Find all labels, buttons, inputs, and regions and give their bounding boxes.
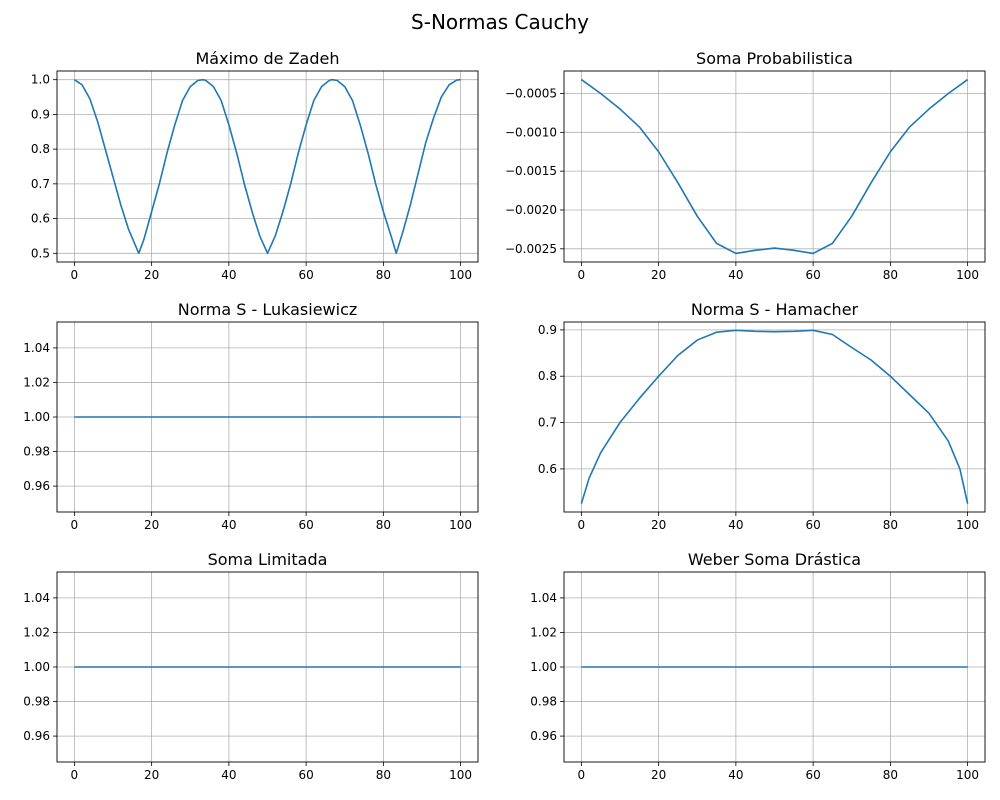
x-tick-label: 60 — [805, 768, 820, 782]
x-tick-label: 20 — [144, 268, 159, 282]
y-tick-label: 0.6 — [31, 212, 50, 226]
x-tick-label: 0 — [71, 768, 79, 782]
series-line-1 — [73, 78, 461, 255]
y-tick-label: 0.8 — [538, 369, 557, 383]
x-tick-label: 20 — [651, 518, 666, 532]
x-tick-label: 40 — [728, 268, 743, 282]
y-tick-label: 1.04 — [23, 341, 50, 355]
x-tick-label: 0 — [71, 518, 79, 532]
y-tick-label: 0.98 — [530, 695, 557, 709]
x-tick-label: 20 — [651, 768, 666, 782]
y-tick-label: 0.98 — [23, 445, 50, 459]
x-tick-label: 100 — [956, 518, 979, 532]
axes-frame — [563, 70, 986, 263]
x-tick-label: 100 — [449, 768, 472, 782]
x-tick-label: 60 — [298, 768, 313, 782]
x-tick-label: 20 — [144, 518, 159, 532]
x-tick-label: 60 — [805, 518, 820, 532]
y-tick-label: 0.96 — [23, 479, 50, 493]
y-tick-label: 1.02 — [23, 625, 50, 639]
y-tick-label: −0.0015 — [505, 164, 557, 178]
y-tick-label: 0.6 — [538, 462, 557, 476]
subplot-title: Weber Soma Drástica — [688, 550, 861, 569]
x-tick-label: 80 — [883, 268, 898, 282]
subplot-6: 0 20 40 60 80 100 0.96 0.98 1.00 1.02 1.04 Weber So… — [530, 550, 986, 782]
x-tick-label: 80 — [376, 768, 391, 782]
y-tick-label: −0.0010 — [505, 125, 557, 139]
x-tick-label: 40 — [221, 518, 236, 532]
x-tick-label: 100 — [956, 768, 979, 782]
y-tick-label: 0.96 — [23, 729, 50, 743]
x-tick-label: 0 — [578, 268, 586, 282]
series-line-1 — [580, 329, 969, 504]
subplot-4: 0 20 40 60 80 100 0.6 0.7 0.8 0.9 Norma S - Hamach… — [538, 300, 986, 532]
subplot-5: 0 20 40 60 80 100 0.96 0.98 1.00 1.02 1.04 Soma Lim… — [23, 550, 479, 782]
y-tick-label: 1.00 — [530, 660, 557, 674]
axes-frame — [563, 321, 986, 513]
y-tick-label: 0.7 — [538, 416, 557, 430]
x-tick-label: 100 — [449, 268, 472, 282]
y-tick-label: 0.9 — [31, 107, 50, 121]
subplot-title: Norma S - Lukasiewicz — [178, 300, 358, 319]
x-tick-label: 20 — [651, 268, 666, 282]
x-tick-label: 60 — [298, 268, 313, 282]
subplot-3: 0 20 40 60 80 100 0.96 0.98 1.00 1.02 1.04 Norma S … — [23, 300, 479, 532]
y-tick-label: 1.02 — [530, 625, 557, 639]
y-tick-label: 1.00 — [23, 410, 50, 424]
y-tick-label: 0.7 — [31, 177, 50, 191]
y-tick-label: −0.0020 — [505, 203, 557, 217]
subplot-title: Norma S - Hamacher — [691, 300, 859, 319]
series-line-1 — [580, 78, 969, 255]
y-tick-label: −0.0025 — [505, 242, 557, 256]
y-tick-label: 0.96 — [530, 729, 557, 743]
x-tick-label: 0 — [578, 518, 586, 532]
x-tick-label: 0 — [71, 268, 79, 282]
x-tick-label: 80 — [883, 768, 898, 782]
y-tick-label: 1.00 — [23, 660, 50, 674]
subplot-title: Soma Limitada — [208, 550, 328, 569]
axes-frame — [56, 70, 479, 263]
x-tick-label: 100 — [956, 268, 979, 282]
x-tick-label: 40 — [728, 768, 743, 782]
subplot-title: Máximo de Zadeh — [196, 49, 340, 68]
x-tick-label: 100 — [449, 518, 472, 532]
x-tick-label: 80 — [376, 268, 391, 282]
x-tick-label: 40 — [728, 518, 743, 532]
y-tick-label: 0.8 — [31, 142, 50, 156]
subplot-1: 0 20 40 60 80 100 0.5 0.6 0.7 0.8 0.9 1.0 Máximo de … — [31, 49, 479, 282]
y-tick-label: 0.5 — [31, 246, 50, 260]
subplot-title: Soma Probabilistica — [696, 49, 853, 68]
y-tick-label: 0.9 — [538, 323, 557, 337]
x-tick-label: 60 — [298, 518, 313, 532]
y-tick-label: 1.0 — [31, 73, 50, 87]
y-tick-label: 1.02 — [23, 375, 50, 389]
x-tick-label: 60 — [805, 268, 820, 282]
y-tick-label: 1.04 — [530, 591, 557, 605]
x-tick-label: 40 — [221, 768, 236, 782]
x-tick-label: 80 — [883, 518, 898, 532]
x-tick-label: 40 — [221, 268, 236, 282]
subplot-2: 0 20 40 60 80 100 −0.0025 −0.0020 −0.0015 −0.0010… — [505, 49, 986, 282]
figure-title: S-Normas Cauchy — [411, 10, 589, 34]
y-tick-label: −0.0005 — [505, 87, 557, 101]
x-tick-label: 20 — [144, 768, 159, 782]
y-tick-label: 0.98 — [23, 695, 50, 709]
x-tick-label: 0 — [578, 768, 586, 782]
x-tick-label: 80 — [376, 518, 391, 532]
y-tick-label: 1.04 — [23, 591, 50, 605]
